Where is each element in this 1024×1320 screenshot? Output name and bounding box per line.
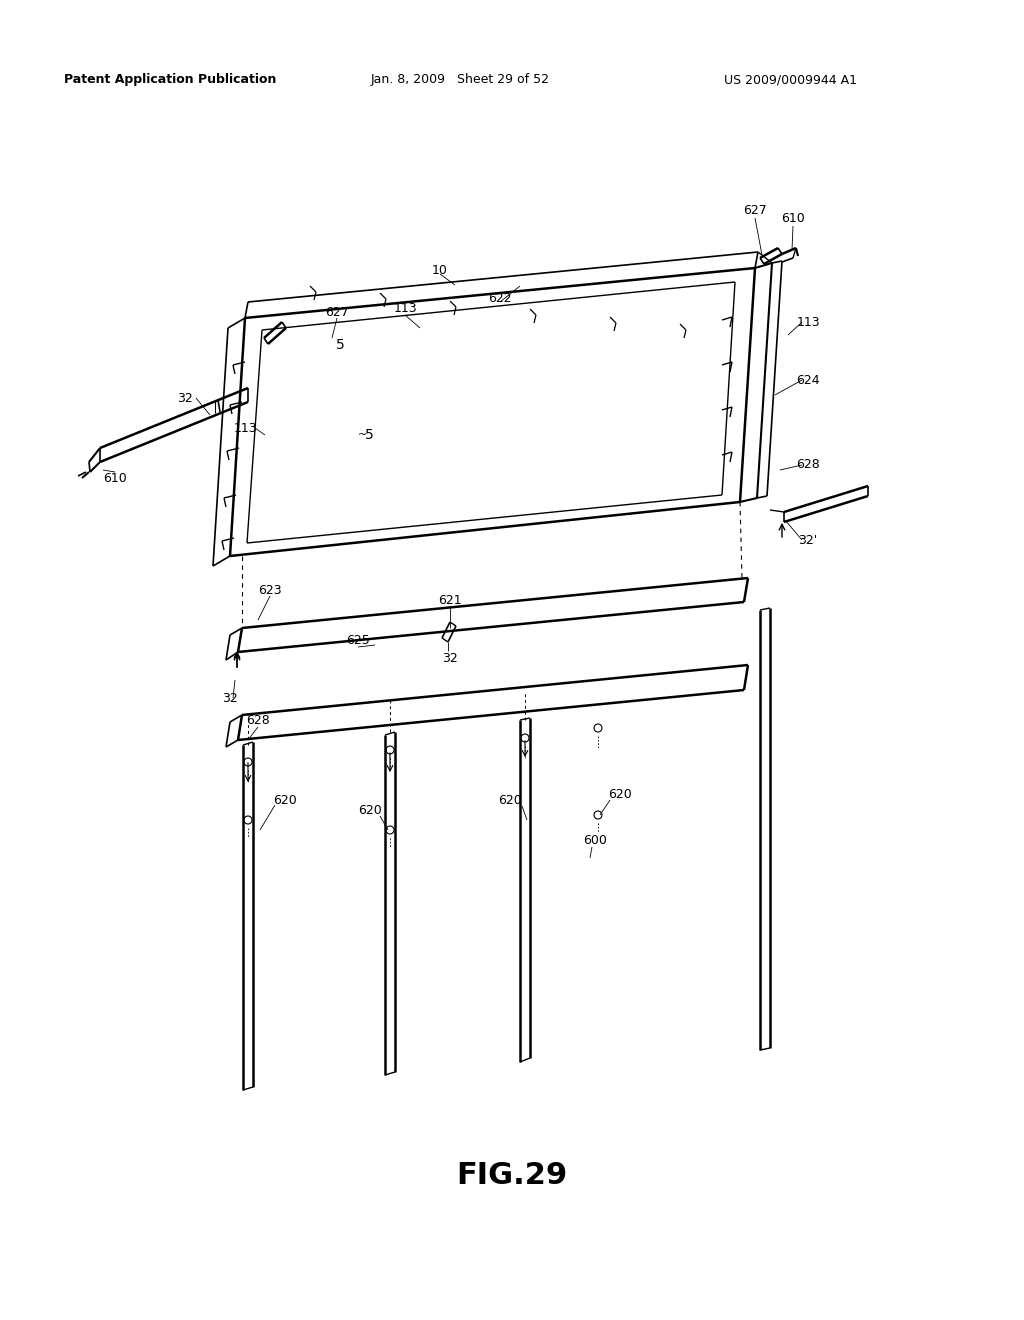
Text: 32: 32 xyxy=(442,652,458,664)
Text: 10: 10 xyxy=(432,264,447,276)
Text: 620: 620 xyxy=(498,793,522,807)
Text: 600: 600 xyxy=(583,833,607,846)
Text: 32: 32 xyxy=(177,392,193,404)
Text: Patent Application Publication: Patent Application Publication xyxy=(63,74,276,87)
Text: 624: 624 xyxy=(797,374,820,387)
Text: 113: 113 xyxy=(393,301,417,314)
Text: 113: 113 xyxy=(797,315,820,329)
Text: 610: 610 xyxy=(103,471,127,484)
Text: 32: 32 xyxy=(222,692,238,705)
Text: FIG.29: FIG.29 xyxy=(457,1160,567,1189)
Text: 628: 628 xyxy=(796,458,820,471)
Text: 620: 620 xyxy=(608,788,632,801)
Text: 32': 32' xyxy=(799,533,817,546)
Text: 5: 5 xyxy=(336,338,344,352)
Text: 621: 621 xyxy=(438,594,462,606)
Text: 627: 627 xyxy=(743,203,767,216)
Text: 610: 610 xyxy=(781,211,805,224)
Text: 625: 625 xyxy=(346,634,370,647)
Text: 620: 620 xyxy=(358,804,382,817)
Text: 113: 113 xyxy=(233,421,257,434)
Text: 620: 620 xyxy=(273,793,297,807)
Text: 628: 628 xyxy=(246,714,270,726)
Text: 5: 5 xyxy=(365,428,374,442)
Text: ~: ~ xyxy=(358,430,368,440)
Text: US 2009/0009944 A1: US 2009/0009944 A1 xyxy=(724,74,856,87)
Text: 627: 627 xyxy=(326,305,349,318)
Text: 622: 622 xyxy=(488,292,512,305)
Text: Jan. 8, 2009   Sheet 29 of 52: Jan. 8, 2009 Sheet 29 of 52 xyxy=(371,74,550,87)
Text: 623: 623 xyxy=(258,583,282,597)
